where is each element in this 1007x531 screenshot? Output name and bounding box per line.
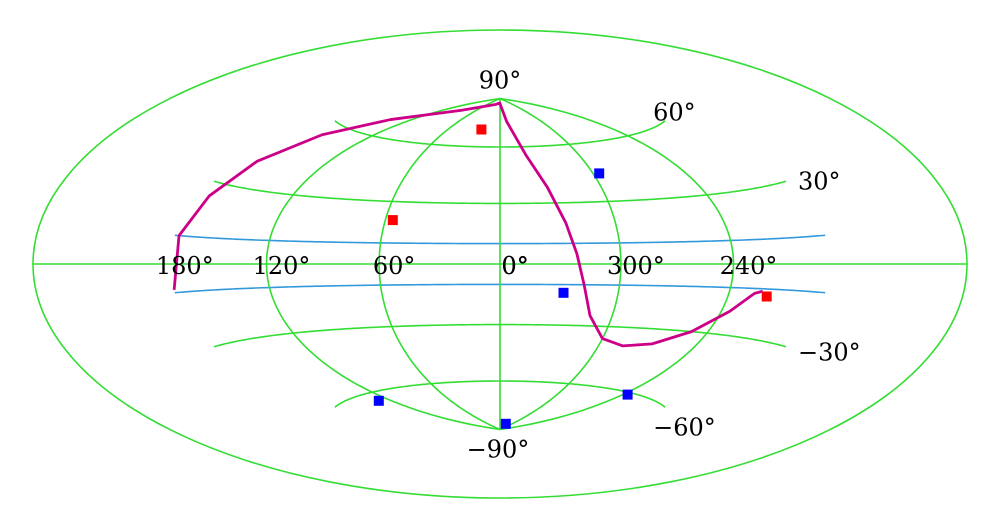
data-point-s1-2 bbox=[622, 389, 633, 400]
longitude-label: 0° bbox=[502, 252, 529, 280]
latitude-label: −60° bbox=[653, 413, 716, 441]
longitude-label: 120° bbox=[253, 252, 311, 280]
data-point-s0-2 bbox=[761, 291, 772, 302]
data-point-s0-0 bbox=[476, 124, 487, 135]
latitude-label: −90° bbox=[467, 436, 530, 464]
curve bbox=[172, 101, 764, 348]
meridian-120 bbox=[265, 97, 501, 431]
latitude-label: −30° bbox=[798, 339, 861, 367]
coordinate-grid bbox=[32, 29, 968, 499]
data-point-s1-0 bbox=[594, 168, 605, 179]
data-point-s1-3 bbox=[373, 395, 384, 406]
meridian-300 bbox=[499, 97, 622, 431]
axis-labels: 180° 240°300°0°60°120° 0°90°60°30°−30°−60°… bbox=[156, 67, 861, 464]
meridian-60 bbox=[378, 97, 501, 431]
latitude-label: 30° bbox=[798, 167, 841, 195]
latitude-label: 90° bbox=[479, 67, 522, 95]
longitude-label: 300° bbox=[607, 252, 665, 280]
longitude-label: 180° bbox=[156, 252, 214, 280]
data-point-s1-4 bbox=[500, 418, 511, 429]
longitude-label: 240° bbox=[720, 252, 778, 280]
data-points bbox=[373, 124, 772, 429]
data-point-s0-1 bbox=[387, 215, 398, 226]
data-point-s1-1 bbox=[558, 287, 569, 298]
longitude-label: 0° bbox=[501, 252, 528, 280]
longitude-label: 60° bbox=[373, 252, 416, 280]
latitude-label: 60° bbox=[653, 99, 696, 127]
curve-line bbox=[172, 101, 764, 348]
